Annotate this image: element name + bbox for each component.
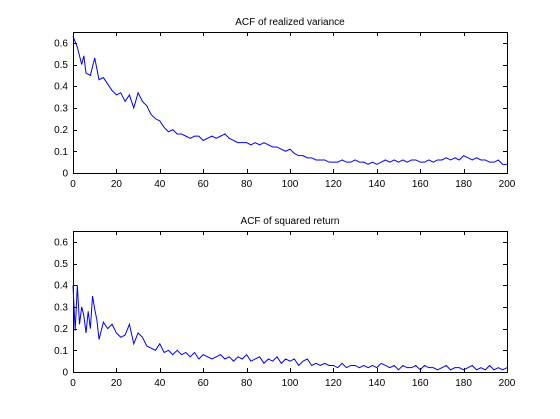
panel-2-x-tick-label: 160 <box>412 378 429 389</box>
panel-2-y-tick-label: 0.1 <box>54 346 68 357</box>
panel-1-y-tick-label: 0.2 <box>54 125 68 136</box>
panel-1-x-tick-label: 0 <box>70 179 76 190</box>
panel-2-y-tick-label: 0 <box>62 368 68 379</box>
panel-1-title: ACF of realized variance <box>235 17 345 28</box>
panel-2-y-tick-label: 0.5 <box>54 259 68 270</box>
panel-1-x-tick-label: 140 <box>368 179 385 190</box>
panel-1-x-tick-label: 80 <box>241 179 253 190</box>
panel-1-x-tick-label: 60 <box>198 179 210 190</box>
panel-2-y-tick-label: 0.2 <box>54 324 68 335</box>
panel-2-x-tick-label: 180 <box>455 378 472 389</box>
panel-2-acf-line <box>72 285 508 371</box>
panel-1-acf-line <box>72 36 507 165</box>
panel-2-y-tick-label: 0.4 <box>54 281 68 292</box>
panel-2-x-tick-label: 80 <box>241 378 253 389</box>
panel-1-y-tick-label: 0.6 <box>54 38 68 49</box>
panel-1-y-tick-label: 0.4 <box>54 82 68 93</box>
panel-2-x-tick-label: 20 <box>111 378 123 389</box>
panel-2-x-tick-label: 60 <box>198 378 210 389</box>
panel-2-x-tick-label: 0 <box>70 378 76 389</box>
panel-1-x-tick-label: 100 <box>282 179 299 190</box>
panel-2-x-tick-label: 140 <box>368 378 385 389</box>
panel-2-x-tick-label: 100 <box>282 378 299 389</box>
panel-2-x-tick-label: 40 <box>154 378 166 389</box>
panel-1: ACF of realized variance 0 20 40 60 80 100 120 1… <box>54 17 516 190</box>
panel-2-y-tick-label: 0.6 <box>54 237 68 248</box>
panel-1-y-tick-label: 0.5 <box>54 60 68 71</box>
panel-2-x-tick-label: 200 <box>499 378 516 389</box>
panel-1-x-tick-label: 40 <box>154 179 166 190</box>
panel-1-y-tick-label: 0 <box>62 169 68 180</box>
panel-1-x-tick-label: 200 <box>499 179 516 190</box>
panel-2-x-tick-label: 120 <box>325 378 342 389</box>
panel-2: ACF of squared return 0 20 40 60 80 100 120 140 1… <box>54 216 516 389</box>
panel-1-y-tick-label: 0.1 <box>54 147 68 158</box>
panel-1-x-tick-label: 20 <box>111 179 123 190</box>
panel-2-y-tick-label: 0.3 <box>54 302 68 313</box>
panel-1-x-tick-label: 120 <box>325 179 342 190</box>
panel-2-title: ACF of squared return <box>241 216 340 227</box>
panel-1-axes-frame <box>73 32 508 174</box>
panel-1-x-tick-label: 180 <box>455 179 472 190</box>
panel-2-axes-frame <box>73 231 508 373</box>
panel-1-y-tick-label: 0.3 <box>54 103 68 114</box>
panel-1-x-tick-label: 160 <box>412 179 429 190</box>
